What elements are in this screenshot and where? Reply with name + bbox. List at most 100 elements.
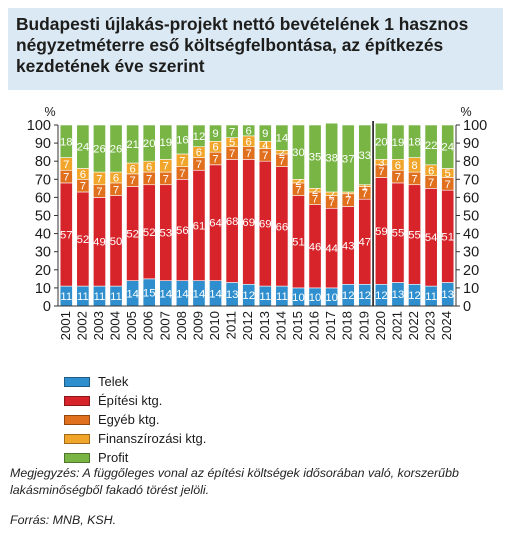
bar-label: 14 [160,288,173,300]
bar-label: 7 [196,159,202,171]
x-tick-label: 2022 [406,311,421,340]
chart-source: Forrás: MNB, KSH. [10,513,117,527]
bar-label: 50 [110,236,123,248]
stacked-bar-chart: 1157771820011152762420021149772620031150… [27,105,487,340]
y-tick-label-left: 20 [35,263,51,279]
bar-label: 24 [441,142,454,154]
bar-label: 52 [126,229,139,241]
bar-label: 52 [143,227,156,239]
bar-label: 37 [342,153,355,165]
bar-label: 26 [93,144,106,156]
y-tick-label-left: 90 [35,136,51,152]
bar-label: 6 [196,147,202,159]
bar-label: 18 [60,136,73,148]
x-tick-label: 2018 [340,311,355,340]
bar-label: 14 [276,133,289,145]
bar-segment [142,124,156,162]
bar-label: 1 [362,181,368,193]
bar-label: 7 [411,173,417,185]
bar-segment [374,122,388,160]
bar-label: 2 [295,176,301,188]
y-tick-label-right: 20 [463,263,479,279]
legend-swatch [64,395,90,406]
y-tick-label-right: 0 [463,299,471,315]
bar-segment [424,124,438,166]
y-tick-label-right: 70 [463,172,479,188]
bar-label: 9 [212,128,218,140]
x-tick-label: 2014 [273,311,288,340]
bar-label: 12 [359,290,372,302]
bar-segment [292,124,305,180]
bar-label: 18 [408,136,421,148]
bar-segment [126,124,140,164]
legend-swatch [64,433,90,444]
x-tick-label: 2021 [389,311,404,340]
legend-swatch [64,376,90,387]
bar-label: 30 [292,147,305,159]
bar-label: 6 [246,136,252,148]
bar-segment [159,124,173,160]
y-tick-label-right: 100 [463,118,487,134]
bar-label: 55 [408,230,421,242]
legend-item: Egyéb ktg. [64,410,206,429]
bar-label: 13 [226,289,239,301]
bar-segment [341,124,355,193]
bar-segment [93,124,106,173]
bar-segment [225,124,239,138]
bar-label: 19 [160,137,173,149]
y-tick-label-right: 10 [463,281,479,297]
bar-label: 15 [143,287,156,299]
bar-label: 38 [325,153,338,165]
bar-label: 35 [309,152,322,164]
bar-label: 20 [375,136,388,148]
bar-label: 6 [428,165,434,177]
bar-label: 7 [96,173,102,185]
bar-label: 7 [445,179,451,191]
bar-label: 64 [209,218,222,230]
x-tick-label: 2001 [58,311,73,340]
bar-label: 20 [143,138,156,150]
y-tick-label-left: 10 [35,281,51,297]
bar-label: 12 [408,290,421,302]
x-tick-label: 2015 [290,311,305,340]
bar-label: 69 [242,217,255,229]
bar-label: 6 [129,163,135,175]
bar-label: 7 [113,184,119,196]
y-tick-label-left: 100 [27,118,51,134]
bar-label: 19 [392,137,405,149]
legend-swatch [64,414,90,425]
bar-label: 7 [229,148,235,160]
bar-label: 55 [392,228,405,240]
bar-label: 7 [262,150,268,162]
bar-label: 7 [428,177,434,189]
y-tick-label-right: 40 [463,227,479,243]
bar-segment [358,124,372,186]
bar-label: 24 [77,142,90,154]
bar-label: 69 [259,219,272,231]
legend-item: Telek [64,372,206,391]
bar-segment [441,124,455,169]
bar-label: 2 [279,147,285,159]
bar-label: 7 [179,168,185,180]
bar-label: 7 [378,166,384,178]
bar-label: 7 [63,159,69,171]
bar-label: 14 [126,288,139,300]
bar-segment [76,124,90,169]
bar-label: 54 [425,232,438,244]
bar-label: 7 [179,155,185,167]
bar-segment [325,122,339,193]
bar-label: 16 [176,134,189,146]
x-tick-label: 2024 [439,311,454,340]
chart-title: Budapesti újlakás-projekt nettó bevételé… [16,14,469,76]
x-tick-label: 2004 [108,311,123,340]
legend-label: Telek [98,374,129,389]
bar-segment [109,124,123,173]
y-unit-left: % [44,105,55,119]
x-tick-label: 2010 [207,311,222,340]
bar-label: 10 [325,292,338,304]
bar-label: 12 [342,290,355,302]
x-tick-label: 2019 [356,311,371,340]
bar-label: 52 [77,234,90,246]
bar-label: 12 [242,290,255,302]
bar-label: 7 [96,186,102,198]
